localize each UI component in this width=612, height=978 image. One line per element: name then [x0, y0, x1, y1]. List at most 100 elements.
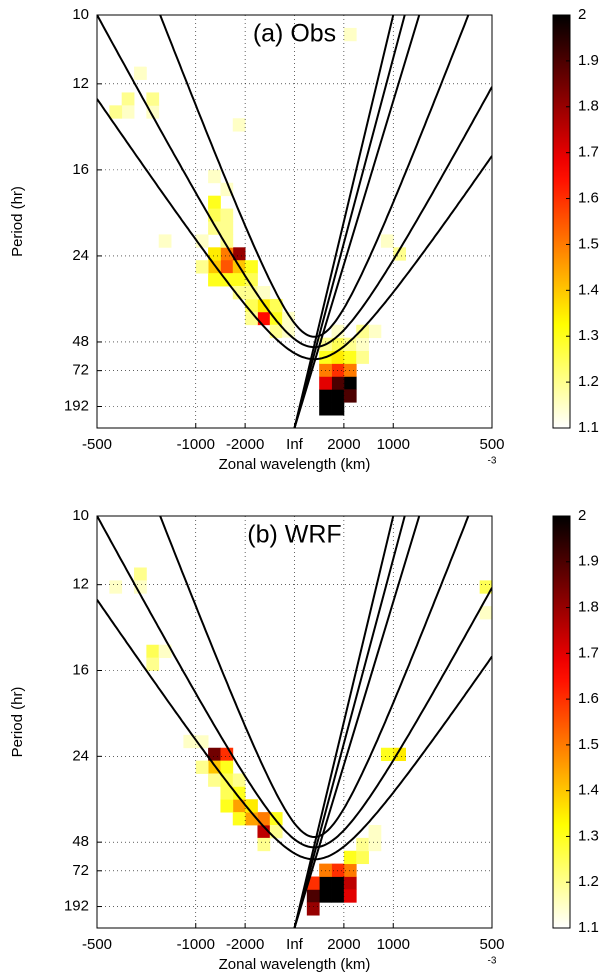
- dispersion-curve: [159, 516, 470, 839]
- y-tick-label: 24: [72, 747, 89, 764]
- panel-title: (a) Obs: [253, 20, 336, 48]
- heat-cell: [257, 311, 271, 326]
- heat-cell: [220, 182, 234, 197]
- colorbar: [552, 14, 571, 429]
- heat-cell: [269, 298, 283, 313]
- dispersion-curves: [97, 516, 492, 928]
- heat-cell: [232, 786, 246, 800]
- heat-cell: [343, 350, 357, 364]
- heat-cell: [220, 208, 234, 222]
- x-tick-label: -2000: [226, 436, 264, 453]
- heat-cell: [331, 376, 345, 390]
- x-tick-label: 1000: [377, 436, 410, 453]
- heat-cell: [208, 747, 221, 762]
- plot-frame: [96, 14, 493, 429]
- heat-cell: [220, 234, 234, 248]
- colorbar-tick-label: 1.7: [578, 144, 599, 161]
- heat-cell: [232, 118, 246, 132]
- x-axis-label: Zonal wavelength (km): [219, 956, 371, 973]
- heat-cell: [331, 863, 345, 877]
- colorbar-tick-label: 1.3: [578, 827, 599, 844]
- heat-cell: [232, 773, 246, 787]
- heat-cell: [208, 195, 221, 209]
- heat-cell: [331, 363, 345, 377]
- x-tick-label: 1000: [377, 936, 410, 953]
- heat-cell: [356, 516, 369, 530]
- heat-cell: [109, 105, 123, 119]
- heat-cell: [208, 273, 221, 287]
- kelvin-line: [293, 516, 406, 928]
- panel: -500 -1000 -2000 Inf 2000 1000 500 10 12 16 24 48 72…: [9, 6, 599, 473]
- heat-cell: [257, 825, 271, 839]
- colorbar-tick-label: 1.5: [578, 736, 599, 753]
- colorbar-tick-label: 1.4: [578, 281, 599, 298]
- kelvin-line: [293, 15, 406, 428]
- heat-cell: [319, 363, 332, 377]
- heat-cell: [319, 389, 332, 403]
- y-tick-label: 24: [72, 247, 89, 264]
- heat-cell: [109, 580, 123, 594]
- colorbar-tick-label: 1.6: [578, 190, 599, 207]
- heat-cell: [319, 402, 332, 416]
- colorbar-tick-label: 1.2: [578, 373, 599, 390]
- heat-cell: [208, 208, 221, 222]
- heat-cell: [171, 683, 184, 697]
- x-axis-label: Zonal wavelength (km): [219, 456, 371, 473]
- colorbar-tick-label: 1.4: [578, 782, 599, 799]
- x-tick-label: -1000: [177, 936, 215, 953]
- heat-cell: [232, 799, 246, 813]
- heat-cell: [282, 324, 295, 339]
- kelvin-line: [293, 516, 421, 928]
- panel: -500 -1000 -2000 Inf 2000 1000 500 10 12 16 24 48 72…: [9, 507, 599, 973]
- heat-cell: [208, 773, 221, 787]
- x-tick-label: 2000: [327, 936, 360, 953]
- heat-cell: [208, 118, 221, 132]
- x-tick-label: -500: [82, 936, 112, 953]
- heat-cell: [306, 27, 320, 42]
- y-tick-label: 48: [72, 333, 89, 350]
- heat-cell: [257, 118, 271, 132]
- heat-cell: [343, 376, 357, 390]
- heat-cell: [356, 350, 369, 364]
- heat-cell: [220, 799, 234, 813]
- colorbar-tick-label: 1.3: [578, 327, 599, 344]
- heat-cell: [220, 260, 234, 274]
- dispersion-curve: [97, 599, 492, 861]
- heat-cell: [343, 337, 357, 351]
- heat-cell: [232, 273, 246, 287]
- heat-cell: [220, 619, 234, 633]
- heat-cell: [368, 324, 382, 339]
- kelvin-line: [293, 15, 395, 428]
- colorbar-tick-label: 1.1: [578, 419, 599, 436]
- heat-cell: [220, 786, 234, 800]
- kelvin-line: [293, 516, 395, 928]
- x-tick-label: 500: [479, 936, 504, 953]
- y-axis-label: Period (hr): [9, 687, 26, 758]
- x-exponent: -3: [488, 956, 497, 967]
- heat-cell: [195, 722, 209, 736]
- colorbar-tick-label: 1.1: [578, 919, 599, 936]
- y-tick-label: 192: [64, 898, 89, 915]
- heat-cell: [393, 247, 406, 261]
- heat-cell: [146, 657, 160, 671]
- x-tick-label: -500: [82, 436, 112, 453]
- heat-cell: [343, 311, 357, 326]
- heat-cell: [208, 247, 221, 261]
- heat-cell: [331, 389, 345, 403]
- x-tick-label: -2000: [226, 936, 264, 953]
- heat-cell: [368, 825, 382, 839]
- heat-cell: [343, 389, 357, 403]
- heat-cell: [146, 92, 160, 106]
- y-tick-label: 48: [72, 833, 89, 850]
- heat-cell: [134, 66, 147, 80]
- heat-cell: [220, 221, 234, 235]
- heat-cell: [479, 606, 493, 620]
- heat-cell: [232, 812, 246, 826]
- heat-cell: [232, 247, 246, 261]
- heat-cell: [306, 902, 320, 916]
- colorbar-tick-label: 2: [578, 507, 586, 524]
- heat-cell: [380, 747, 394, 762]
- heat-cell: [195, 260, 209, 274]
- heat-cell: [343, 889, 357, 903]
- heat-cell: [257, 837, 271, 852]
